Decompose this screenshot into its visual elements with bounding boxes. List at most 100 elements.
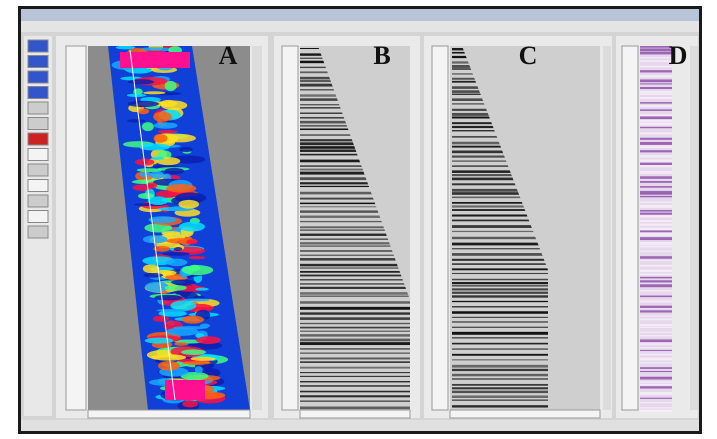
tool-button[interactable] <box>27 39 49 53</box>
velocity-blob <box>181 315 205 324</box>
scrollbar[interactable] <box>690 46 698 410</box>
tool-button[interactable] <box>27 86 49 99</box>
log-stripe <box>640 119 672 122</box>
tool-button[interactable] <box>27 194 49 208</box>
velocity-blob <box>179 221 205 232</box>
seismic-event <box>300 322 410 325</box>
log-stripe <box>640 162 672 166</box>
scrollbar[interactable] <box>603 46 611 410</box>
log-stripe <box>640 70 672 73</box>
velocity-blob <box>143 272 164 278</box>
log-stripe <box>640 290 672 292</box>
log-stripe <box>640 256 672 259</box>
velocity-blob <box>179 146 193 153</box>
seismic-event <box>452 248 548 250</box>
velocity-blob <box>186 239 198 245</box>
seismic-event <box>300 361 410 363</box>
velocity-blob <box>150 354 187 361</box>
seismic-event <box>452 145 548 148</box>
log-stripe <box>640 367 672 369</box>
log-stripe <box>640 109 672 111</box>
seismic-event <box>300 153 410 156</box>
seismic-event <box>300 395 410 398</box>
log-stripe <box>640 105 672 107</box>
seismic-event <box>452 170 548 173</box>
velocity-blob <box>170 300 197 311</box>
seismic-event <box>300 191 410 195</box>
tool-button[interactable] <box>27 210 49 223</box>
seismic-event <box>300 375 410 377</box>
seismic-event <box>300 372 410 374</box>
log-stripe <box>640 315 672 317</box>
tool-button[interactable] <box>27 70 49 84</box>
velocity-blob <box>190 356 216 361</box>
velocity-blob <box>142 235 168 244</box>
tool-button[interactable] <box>27 163 49 177</box>
log-stripe <box>640 48 672 52</box>
log-stripe <box>640 334 672 337</box>
seismic-event <box>452 150 548 154</box>
tool-button[interactable] <box>27 101 49 115</box>
velocity-blob <box>126 119 146 123</box>
log-stripe <box>640 116 672 120</box>
seismic-event <box>452 205 548 208</box>
velocity-blob <box>166 184 197 193</box>
seismic-event <box>452 390 548 394</box>
log-stripe <box>640 237 672 241</box>
log-stripe <box>640 165 672 168</box>
velocity-blob <box>153 245 171 252</box>
seismic-event <box>452 300 548 303</box>
velocity-blob <box>115 46 136 50</box>
velocity-blob <box>150 156 165 160</box>
seismic-event <box>452 183 548 186</box>
log-stripe <box>640 46 672 48</box>
velocity-blob <box>173 246 183 252</box>
tool-button[interactable] <box>27 132 49 146</box>
seismic-event <box>300 197 410 200</box>
status-bar <box>21 420 699 431</box>
depth-axis <box>431 45 449 411</box>
velocity-blob <box>152 315 169 322</box>
seismic-event <box>452 155 548 158</box>
panel-label: A <box>219 41 238 70</box>
seismic-event <box>300 165 410 167</box>
tool-button[interactable] <box>27 117 49 130</box>
log-stripe <box>640 159 672 162</box>
seismic-event <box>452 359 548 361</box>
velocity-blob <box>139 143 170 151</box>
velocity-blob <box>182 298 210 302</box>
velocity-blob <box>153 122 178 129</box>
seismic-event <box>300 312 410 315</box>
velocity-blob <box>174 342 189 346</box>
log-stripe <box>640 295 672 298</box>
seismic-event <box>452 295 548 298</box>
tool-button[interactable] <box>27 148 49 161</box>
seismic-event <box>452 387 548 390</box>
seismic-event <box>300 210 410 213</box>
log-stripe <box>640 233 672 236</box>
log-stripe <box>640 223 672 226</box>
seismic-event <box>300 220 410 223</box>
seismic-event <box>300 171 410 175</box>
velocity-blob <box>138 193 155 199</box>
tool-button[interactable] <box>27 55 49 68</box>
seismic-event <box>452 353 548 356</box>
seismic-event <box>452 225 548 228</box>
log-stripe <box>640 114 672 117</box>
depth-axis <box>281 45 299 411</box>
velocity-blob <box>150 170 164 179</box>
log-stripe <box>640 209 672 212</box>
tool-button[interactable] <box>27 225 49 239</box>
seismic-event <box>452 326 548 328</box>
log-stripe <box>640 193 672 195</box>
scrollbar[interactable] <box>252 46 262 410</box>
tool-button[interactable] <box>27 179 49 192</box>
x-axis <box>87 409 251 419</box>
seismic-event <box>300 242 410 245</box>
seismic-event <box>452 395 548 398</box>
seismic-event <box>300 390 410 393</box>
depth-axis <box>621 45 639 411</box>
log-stripe <box>640 370 672 373</box>
seismic-event <box>452 278 548 281</box>
